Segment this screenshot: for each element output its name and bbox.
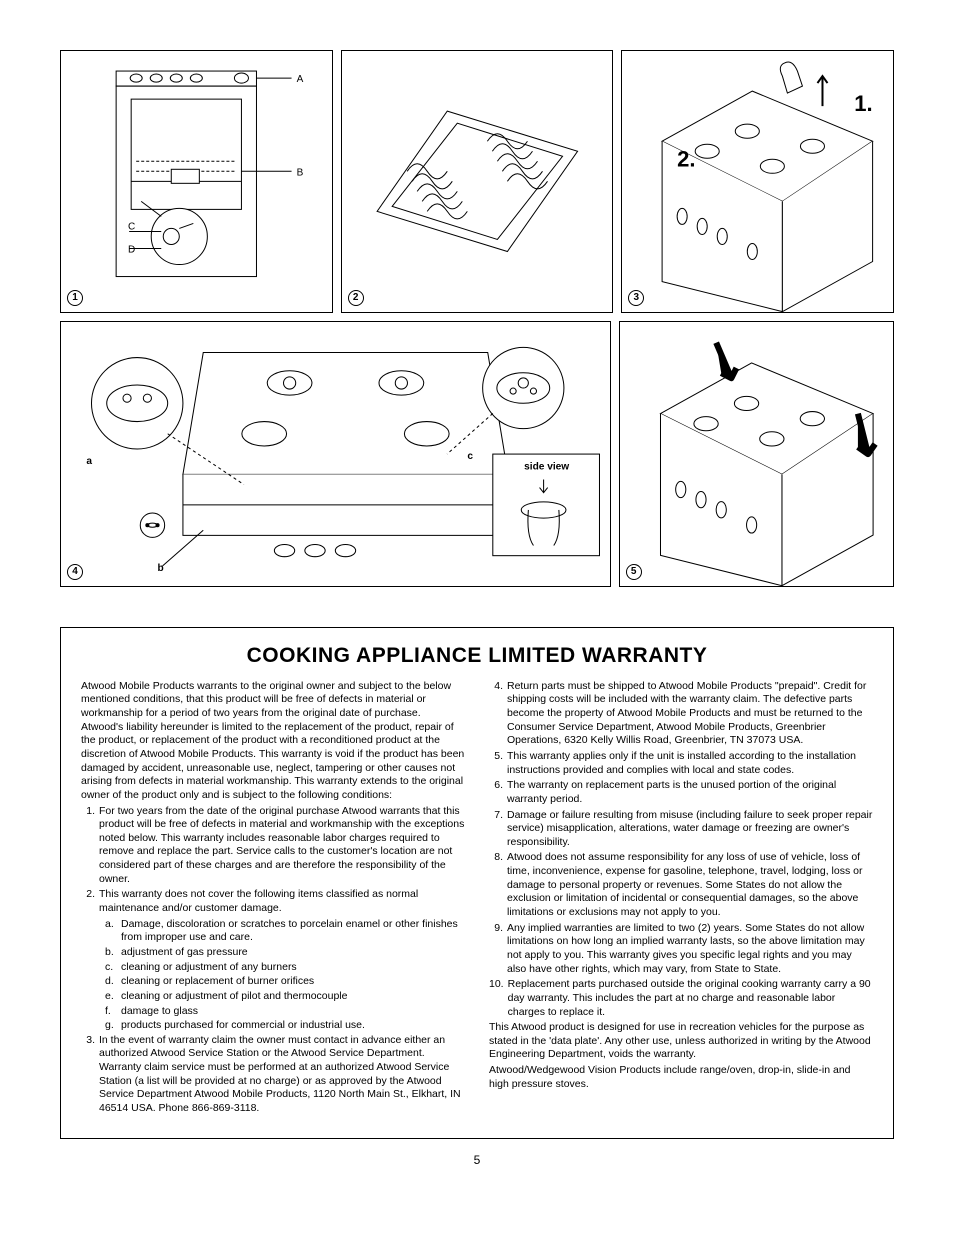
warranty-item-2: This warranty does not cover the followi…: [99, 888, 465, 915]
figure-5: 5: [619, 321, 894, 587]
figure-3: 1. 2. 3: [621, 50, 894, 313]
svg-text:side view: side view: [524, 461, 569, 472]
svg-text:1.: 1.: [855, 91, 873, 116]
warranty-item-4: Return parts must be shipped to Atwood M…: [507, 680, 873, 748]
figure-1: A B C D 1: [60, 50, 333, 313]
warranty-sub-a: Damage, discoloration or scratches to po…: [121, 918, 465, 945]
page-number: 5: [60, 1153, 894, 1167]
figure-number-3: 3: [628, 290, 644, 306]
warranty-columns: Atwood Mobile Products warrants to the o…: [81, 680, 873, 1118]
svg-text:b: b: [158, 563, 164, 574]
warranty-sub-c: cleaning or adjustment of any burners: [121, 961, 465, 975]
warranty-sub-f: damage to glass: [121, 1005, 465, 1019]
warranty-sub-g: products purchased for commercial or ind…: [121, 1019, 465, 1033]
warranty-sub-b: adjustment of gas pressure: [121, 946, 465, 960]
warranty-item-3: In the event of warranty claim the owner…: [99, 1034, 465, 1116]
warranty-left-column: Atwood Mobile Products warrants to the o…: [81, 680, 465, 1118]
figure-number-2: 2: [348, 290, 364, 306]
svg-text:D: D: [128, 244, 135, 255]
figures-grid: A B C D 1: [60, 50, 894, 587]
warranty-item-9: Any implied warranties are limited to tw…: [507, 922, 873, 977]
warranty-item-8: Atwood does not assume responsibility fo…: [507, 851, 873, 919]
warranty-item-7: Damage or failure resulting from misuse …: [507, 809, 873, 850]
warranty-item-5: This warranty applies only if the unit i…: [507, 750, 873, 777]
warranty-right-column: 4.Return parts must be shipped to Atwood…: [489, 680, 873, 1118]
figure-number-4: 4: [67, 564, 83, 580]
figure-4: a c side view: [60, 321, 611, 587]
warranty-sub-e: cleaning or adjustment of pilot and ther…: [121, 990, 465, 1004]
svg-text:2.: 2.: [677, 146, 695, 171]
warranty-sub-d: cleaning or replacement of burner orific…: [121, 975, 465, 989]
warranty-outro-1: This Atwood product is designed for use …: [489, 1021, 873, 1062]
warranty-item-1: For two years from the date of the origi…: [99, 805, 465, 887]
warranty-box: COOKING APPLIANCE LIMITED WARRANTY Atwoo…: [60, 627, 894, 1139]
svg-text:B: B: [297, 167, 304, 178]
svg-text:c: c: [467, 451, 473, 462]
warranty-title: COOKING APPLIANCE LIMITED WARRANTY: [81, 644, 873, 668]
svg-text:a: a: [86, 456, 92, 467]
warranty-item-6: The warranty on replacement parts is the…: [507, 779, 873, 806]
figure-number-5: 5: [626, 564, 642, 580]
svg-text:A: A: [297, 74, 304, 85]
svg-text:C: C: [128, 221, 135, 232]
warranty-outro-2: Atwood/Wedgewood Vision Products include…: [489, 1064, 873, 1091]
warranty-intro: Atwood Mobile Products warrants to the o…: [81, 680, 465, 803]
figure-2: 2: [341, 50, 614, 313]
warranty-item-10: Replacement parts purchased outside the …: [508, 978, 873, 1019]
figure-number-1: 1: [67, 290, 83, 306]
